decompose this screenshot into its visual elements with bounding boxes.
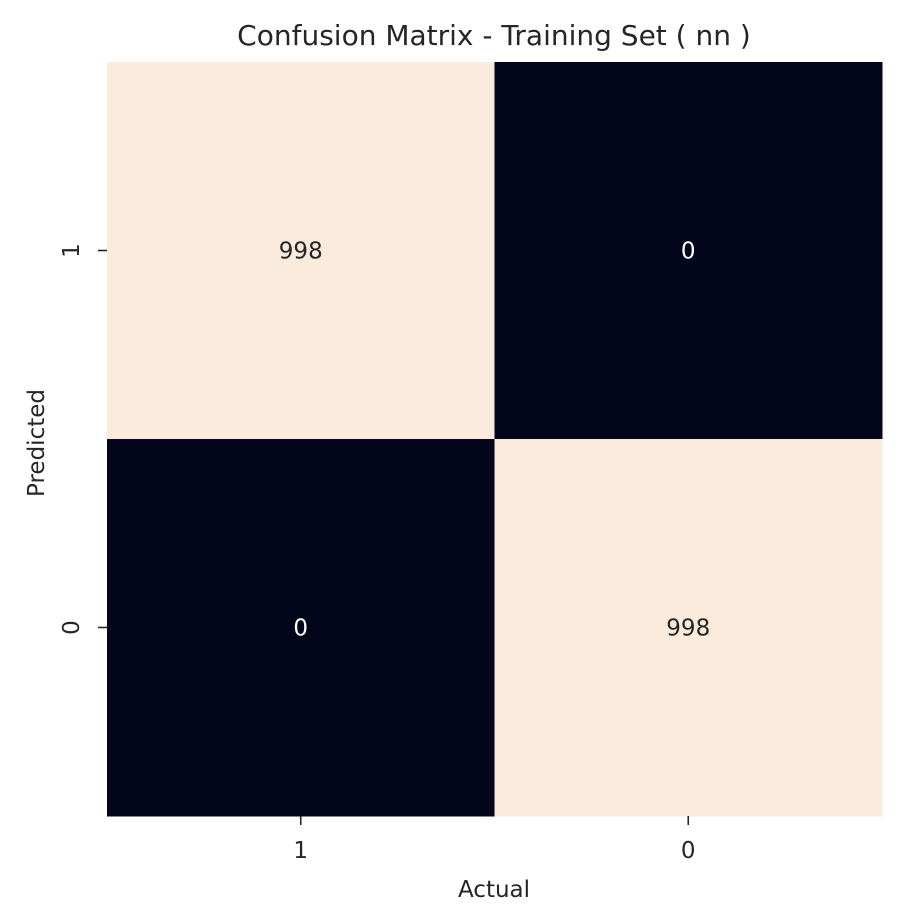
y-tick-label-1: 0 [59, 620, 85, 635]
y-axis-label: Predicted [24, 389, 50, 497]
y-tick-label-0: 1 [59, 243, 85, 258]
x-tick-label-1: 0 [681, 838, 696, 864]
x-tick-label-0: 1 [293, 838, 308, 864]
heatmap-cell-r0-c1 [494, 62, 883, 440]
cell-value-label-r0-c0: 998 [279, 239, 323, 265]
heatmap-cells: 998 0 0 998 [107, 62, 883, 817]
cell-value-label-r1-c0: 0 [293, 616, 308, 642]
heatmap-cell-r1-c0 [107, 439, 495, 817]
cell-value-label-r1-c1: 998 [666, 616, 710, 642]
heatmap-cell-r0-c0 [107, 62, 495, 440]
chart-title: Confusion Matrix - Training Set ( nn ) [237, 19, 751, 52]
cell-value-label-r0-c1: 0 [681, 239, 696, 265]
y-axis-ticks: 10 [59, 243, 107, 635]
x-axis-label: Actual [458, 877, 530, 903]
heatmap-cell-r1-c1 [494, 439, 883, 817]
